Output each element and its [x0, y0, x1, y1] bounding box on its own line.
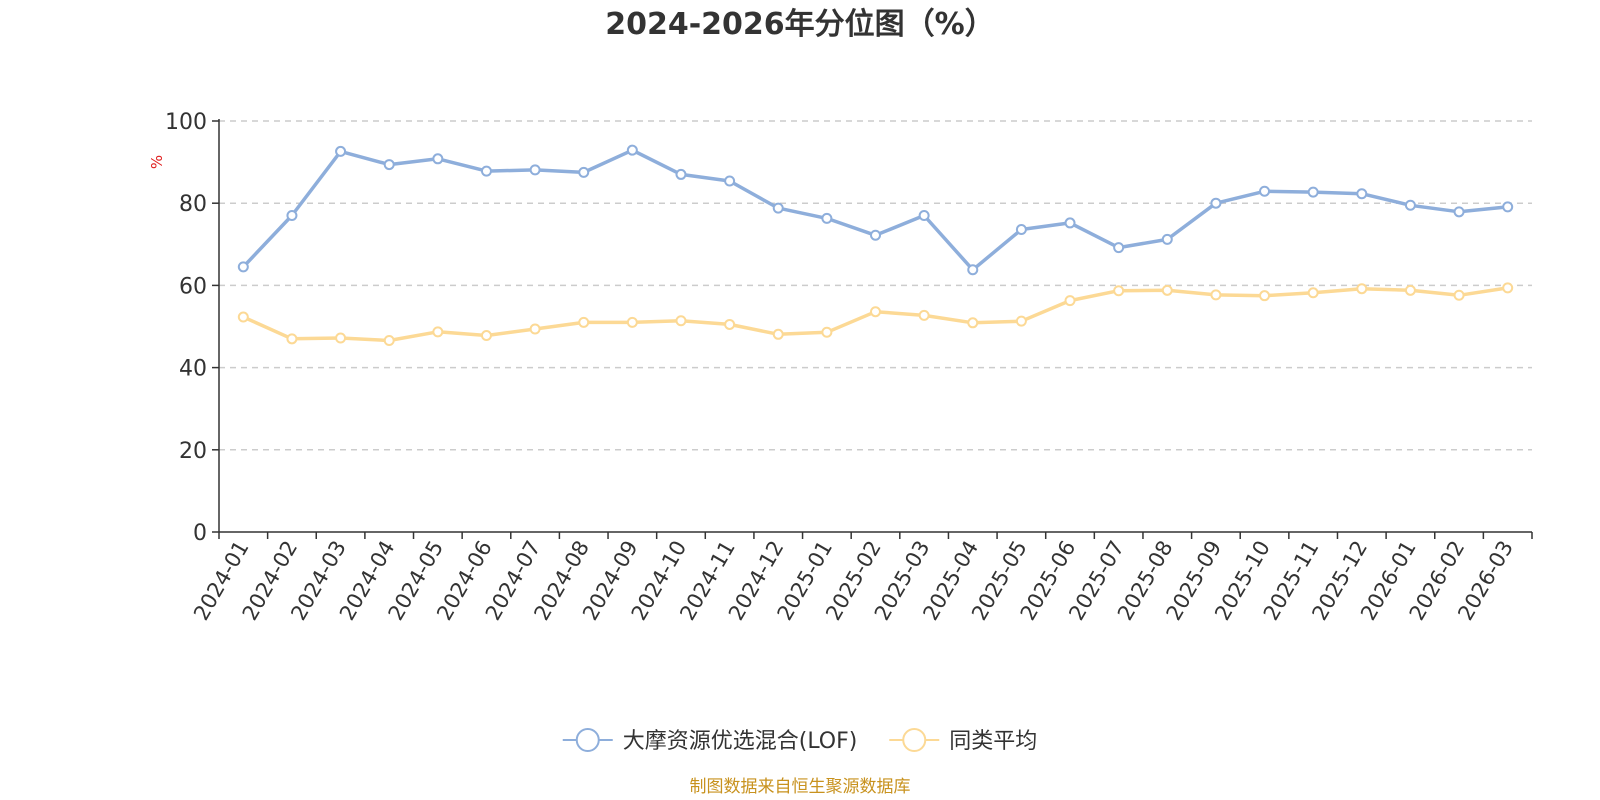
- series-line: [242, 148, 1508, 272]
- data-point[interactable]: [626, 316, 638, 328]
- series-1: [237, 282, 1514, 346]
- y-tick-label: 100: [165, 110, 207, 135]
- grid-lines: [219, 120, 1532, 451]
- data-point[interactable]: [335, 332, 347, 344]
- data-point[interactable]: [1404, 284, 1416, 296]
- data-point[interactable]: [675, 168, 687, 180]
- data-point[interactable]: [1502, 201, 1514, 213]
- legend-item-0[interactable]: 大摩资源优选混合(LOF): [562, 728, 858, 754]
- data-point[interactable]: [237, 261, 249, 273]
- data-point[interactable]: [480, 330, 492, 342]
- data-point[interactable]: [578, 316, 590, 328]
- y-tick-label: 60: [179, 274, 207, 299]
- legend-label: 同类平均: [949, 729, 1037, 754]
- data-point[interactable]: [286, 333, 298, 345]
- data-point[interactable]: [383, 159, 395, 171]
- y-axis-label: %: [148, 155, 166, 169]
- data-point[interactable]: [1015, 315, 1027, 327]
- data-point[interactable]: [967, 264, 979, 276]
- data-point[interactable]: [480, 165, 492, 177]
- data-point[interactable]: [1113, 285, 1125, 297]
- data-point[interactable]: [1404, 199, 1416, 211]
- y-tick-label: 80: [179, 192, 207, 217]
- data-point[interactable]: [286, 210, 298, 222]
- x-tick-labels: 2024-012024-022024-032024-042024-052024-…: [189, 537, 1518, 625]
- data-point[interactable]: [1210, 197, 1222, 209]
- data-point[interactable]: [1064, 217, 1076, 229]
- data-point[interactable]: [237, 311, 249, 323]
- data-point[interactable]: [432, 153, 444, 165]
- chart-title: 2024-2026年分位图（%）: [605, 7, 995, 42]
- legend-item-1[interactable]: 同类平均: [889, 728, 1037, 754]
- data-point[interactable]: [772, 328, 784, 340]
- data-point[interactable]: [1307, 186, 1319, 198]
- data-point[interactable]: [383, 334, 395, 346]
- legend-label: 大摩资源优选混合(LOF): [623, 729, 858, 754]
- data-point[interactable]: [821, 212, 833, 224]
- data-point[interactable]: [1113, 242, 1125, 254]
- legend[interactable]: 大摩资源优选混合(LOF) 同类平均: [562, 728, 1038, 754]
- y-tick-labels: 0 20 40 60 80 100: [165, 110, 207, 546]
- source-note: 制图数据来自恒生聚源数据库: [690, 777, 911, 797]
- data-point[interactable]: [1502, 282, 1514, 294]
- data-point[interactable]: [1161, 233, 1173, 245]
- data-point[interactable]: [675, 315, 687, 327]
- data-point[interactable]: [724, 175, 736, 187]
- data-point[interactable]: [870, 306, 881, 318]
- data-point[interactable]: [1210, 289, 1222, 301]
- data-point[interactable]: [870, 229, 881, 241]
- data-point[interactable]: [1259, 185, 1271, 197]
- data-point[interactable]: [1453, 206, 1465, 218]
- data-point[interactable]: [335, 145, 347, 157]
- data-point[interactable]: [1307, 287, 1319, 299]
- data-point[interactable]: [918, 309, 930, 321]
- legend-marker: [575, 728, 600, 752]
- data-point[interactable]: [918, 210, 930, 222]
- data-point[interactable]: [529, 323, 541, 335]
- axes: [212, 119, 1533, 539]
- y-tick-label: 0: [193, 521, 207, 546]
- series-0: [237, 144, 1514, 276]
- data-point[interactable]: [626, 144, 638, 156]
- data-point[interactable]: [1064, 295, 1076, 307]
- data-point[interactable]: [821, 326, 833, 338]
- series: [237, 144, 1514, 346]
- data-point[interactable]: [772, 202, 784, 214]
- data-point[interactable]: [1356, 188, 1368, 200]
- legend-marker: [902, 728, 927, 752]
- data-point[interactable]: [1015, 224, 1027, 236]
- data-point[interactable]: [1161, 284, 1173, 296]
- y-tick-label: 20: [179, 439, 207, 464]
- data-point[interactable]: [1356, 283, 1368, 295]
- data-point[interactable]: [578, 166, 590, 178]
- data-point[interactable]: [1453, 289, 1465, 301]
- data-point[interactable]: [432, 326, 444, 338]
- data-point[interactable]: [1259, 290, 1271, 302]
- data-point[interactable]: [529, 164, 541, 176]
- y-tick-label: 40: [179, 357, 207, 382]
- data-point[interactable]: [724, 318, 736, 330]
- data-point[interactable]: [967, 317, 979, 329]
